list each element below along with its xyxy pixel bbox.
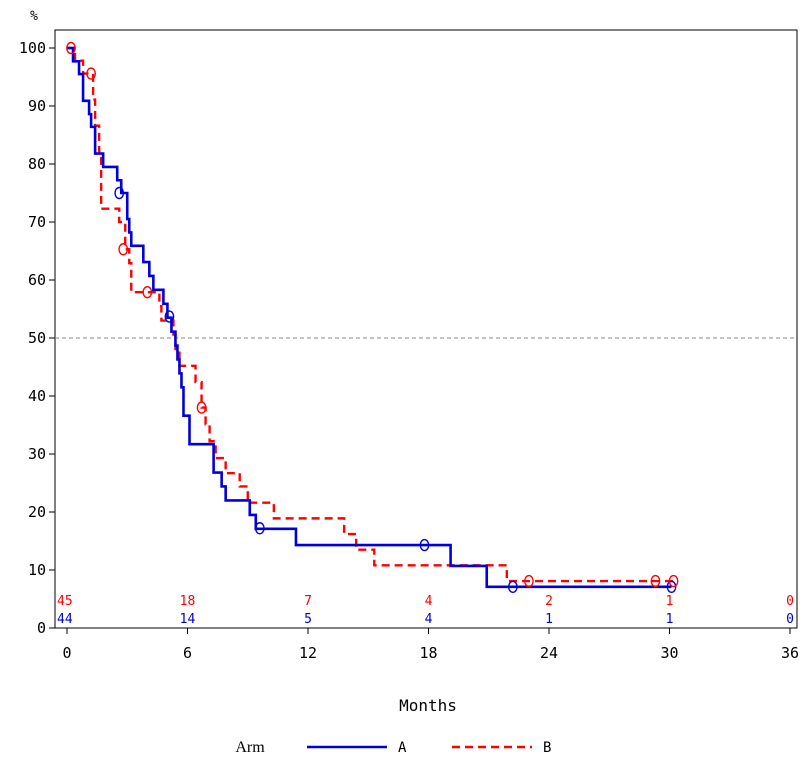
- y-tick-label: 10: [28, 561, 46, 579]
- at-risk-count-a: 0: [786, 612, 794, 627]
- survival-curve-a: [67, 46, 672, 589]
- at-risk-count-b: 45: [57, 594, 73, 609]
- censor-mark-a: [666, 580, 677, 594]
- censor-mark-b: [66, 41, 76, 55]
- y-axis-label: %: [30, 9, 38, 24]
- y-tick-label: 60: [28, 271, 46, 289]
- legend-label-b: B: [543, 740, 551, 756]
- at-risk-count-b: 7: [304, 594, 312, 609]
- y-tick-label: 20: [28, 503, 46, 521]
- censor-mark-a: [164, 310, 175, 323]
- at-risk-count-b: 0: [786, 594, 794, 609]
- censor-mark-b: [524, 574, 534, 588]
- censor-mark-a: [114, 186, 125, 200]
- censor-mark-a: [507, 580, 518, 594]
- y-tick-label: 30: [28, 445, 46, 463]
- x-tick-label: 6: [183, 644, 192, 662]
- legend-title: Arm: [235, 739, 265, 756]
- censor-mark-b: [118, 243, 129, 256]
- at-risk-count-a: 1: [545, 612, 553, 627]
- censor-mark-b: [668, 574, 679, 588]
- y-tick-label: 40: [28, 387, 46, 405]
- plot-frame: [54, 29, 798, 629]
- x-tick-label: 18: [419, 644, 437, 662]
- censor-mark-b: [142, 285, 153, 299]
- at-risk-count-a: 4: [425, 612, 433, 627]
- legend-label-a: A: [398, 740, 407, 756]
- x-tick-label: 30: [660, 644, 678, 662]
- censor-mark-b: [86, 67, 97, 80]
- censor-mark-b: [650, 574, 661, 588]
- censor-mark-a: [419, 538, 430, 552]
- censor-mark-b: [196, 401, 207, 414]
- y-tick-label: 100: [19, 39, 46, 57]
- at-risk-count-b: 18: [180, 594, 196, 609]
- y-tick-label: 80: [28, 155, 46, 173]
- x-tick-label: 12: [299, 644, 317, 662]
- x-tick-label: 24: [540, 644, 558, 662]
- y-tick-label: 0: [37, 619, 46, 637]
- x-axis-label: Months: [399, 696, 457, 715]
- at-risk-count-a: 14: [180, 612, 196, 627]
- at-risk-count-b: 2: [545, 594, 553, 609]
- at-risk-count-b: 4: [425, 594, 433, 609]
- censor-mark-a: [254, 522, 265, 535]
- at-risk-count-a: 5: [304, 612, 312, 627]
- y-tick-label: 90: [28, 97, 46, 115]
- x-tick-label: 0: [62, 644, 71, 662]
- at-risk-count-a: 44: [57, 612, 73, 627]
- x-tick-label: 36: [781, 644, 799, 662]
- at-risk-count-b: 1: [666, 594, 674, 609]
- at-risk-count-a: 1: [666, 612, 674, 627]
- survival-curve-b: [67, 46, 674, 583]
- y-tick-label: 70: [28, 213, 46, 231]
- y-tick-label: 50: [28, 329, 46, 347]
